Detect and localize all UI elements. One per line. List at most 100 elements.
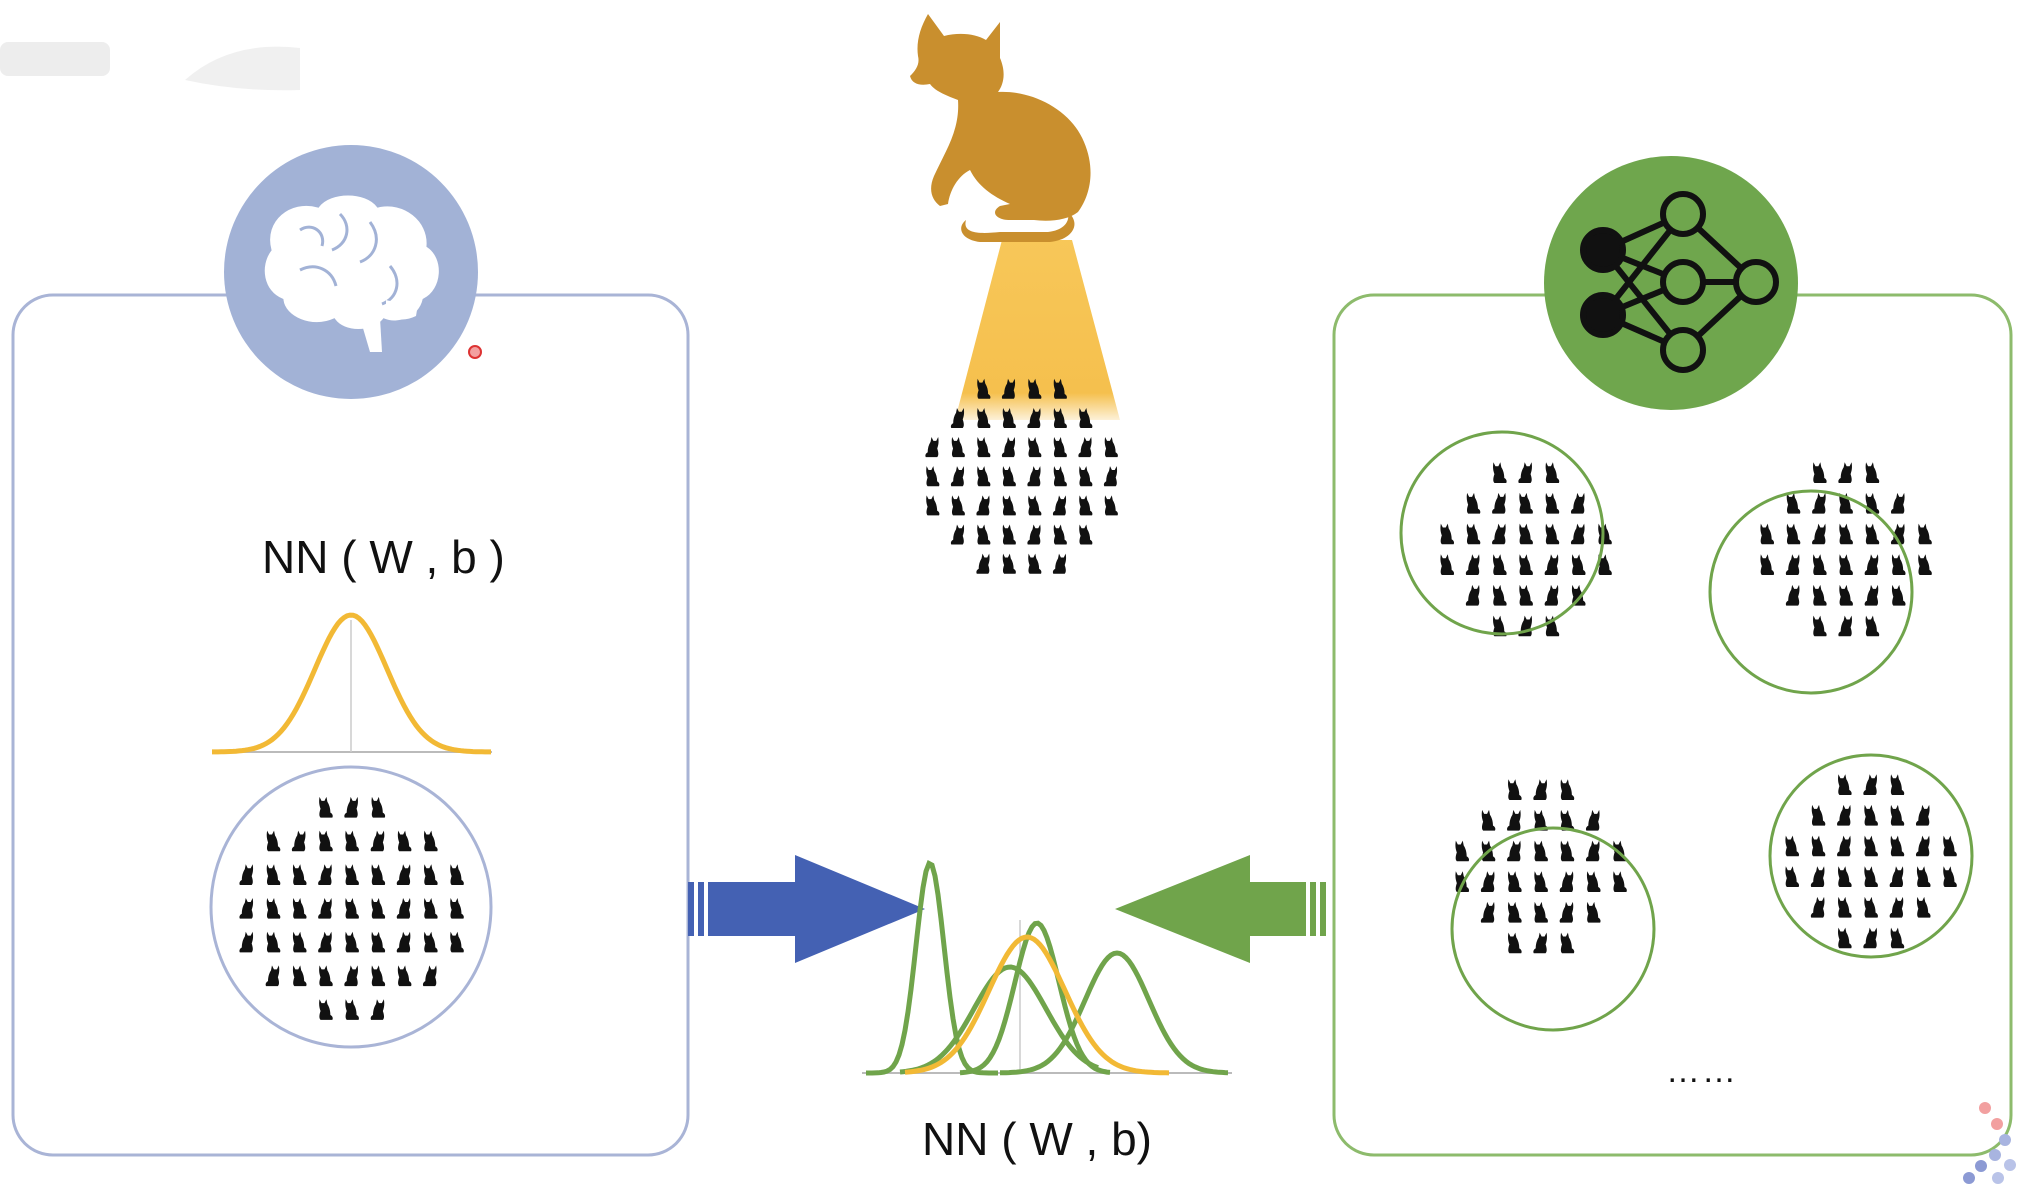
cat-silhouette-icon: [292, 864, 307, 885]
cat-silhouette-icon: [1465, 584, 1480, 606]
cat-silhouette-icon: [1811, 835, 1826, 857]
cat-silhouette-icon: [424, 830, 438, 852]
cat-silhouette-icon: [1864, 804, 1878, 826]
subset-circle-4: [1768, 753, 1974, 959]
green-arrow: [1115, 855, 1326, 963]
corner-logo-dots: [1963, 1102, 2016, 1184]
cat-silhouette-icon: [1440, 523, 1455, 545]
cat-silhouette-icon: [1838, 866, 1852, 887]
cat-silhouette-icon: [1534, 871, 1548, 892]
cat-silhouette-icon: [1533, 779, 1547, 800]
cat-silhouette-icon: [1889, 896, 1904, 918]
cat-silhouette-icon: [1079, 495, 1093, 516]
watermark-smudge: [0, 42, 300, 91]
cat-silhouette-icon: [371, 965, 386, 987]
cat-silhouette-icon: [1508, 779, 1522, 800]
cat-silhouette-icon: [1053, 466, 1067, 487]
cat-silhouette-icon: [1760, 554, 1775, 575]
cat-silhouette-icon: [1864, 835, 1878, 857]
cat-silhouette-icon: [1507, 840, 1521, 862]
cat-silhouette-icon: [1028, 495, 1042, 516]
subset-circle-3: [1450, 826, 1656, 1032]
cat-silhouette-icon: [265, 965, 280, 987]
cat-silhouette-icon: [424, 898, 438, 919]
cat-silhouette-icon: [344, 796, 358, 818]
cat-silhouette-icon: [1545, 523, 1560, 545]
right-panel-frame: [1332, 293, 2013, 1157]
cat-silhouette-icon: [1493, 462, 1507, 483]
cat-silhouette-icon: [1465, 554, 1480, 575]
cat-silhouette-icon: [1534, 901, 1548, 923]
cat-silhouette-icon: [1492, 523, 1506, 545]
cat-silhouette-icon: [1544, 554, 1559, 575]
more-subsets-ellipsis: ……: [1666, 1052, 1738, 1090]
cat-silhouette-icon: [266, 931, 281, 953]
cat-silhouette-icon: [371, 796, 386, 818]
blue-arrow: [688, 855, 925, 963]
cat-silhouette-icon: [318, 898, 332, 919]
cat-silhouette-icon: [1891, 584, 1906, 606]
cat-silhouette-icon: [318, 931, 332, 953]
cat-silhouette-icon: [1838, 896, 1852, 918]
cat-silhouette-icon: [1079, 466, 1093, 487]
cat-silhouette-icon: [397, 830, 412, 852]
cat-silhouette-icon: [371, 931, 386, 953]
cat-silhouette-icon: [950, 524, 965, 545]
cat-silhouette-icon: [1865, 523, 1880, 545]
cat-silhouette-icon: [1837, 804, 1851, 826]
cat-silhouette-icon: [926, 466, 940, 487]
cat-silhouette-icon: [1508, 901, 1522, 923]
cat-silhouette-icon: [266, 898, 281, 919]
cat-silhouette-icon: [292, 898, 307, 919]
cat-silhouette-icon: [422, 965, 437, 987]
cat-silhouette-icon: [1760, 523, 1775, 545]
cat-silhouette-icon: [1508, 932, 1522, 954]
cat-silhouette-icon: [1518, 462, 1532, 483]
cat-silhouette-icon: [926, 495, 940, 516]
cat-silhouette-icon: [450, 898, 464, 919]
cat-silhouette-icon: [318, 864, 332, 885]
cat-silhouette-icon: [1028, 553, 1042, 574]
cat-silhouette-icon: [371, 864, 386, 885]
cat-silhouette-icon: [1519, 492, 1533, 514]
neural-network-icon: [1580, 191, 1779, 373]
cat-silhouette-icon: [1103, 466, 1118, 487]
cat-silhouette-icon: [1811, 804, 1826, 826]
cat-silhouette-icon: [1890, 774, 1905, 795]
light-beam: [955, 240, 1120, 420]
cat-silhouette-icon: [450, 864, 464, 885]
cat-silhouette-icon: [1002, 553, 1016, 574]
cat-silhouette-icon: [1785, 866, 1800, 887]
cat-silhouette-icon: [1533, 932, 1547, 954]
cat-silhouette-icon: [1839, 584, 1853, 606]
cat-silhouette-icon: [424, 931, 438, 953]
cat-silhouette-icon: [1560, 779, 1575, 800]
cat-silhouette-icon: [1810, 866, 1825, 887]
cat-silhouette-icon: [266, 830, 281, 852]
cat-silhouette-icon: [1028, 437, 1042, 458]
cat-silhouette-icon: [1480, 901, 1495, 923]
cat-silhouette-icon: [1480, 871, 1495, 892]
left-cat-dataset: [239, 796, 464, 1020]
cat-silhouette-icon: [450, 931, 464, 953]
cat-silhouette-icon: [397, 965, 412, 987]
cat-silhouette-icon: [1915, 804, 1930, 826]
cat-silhouette-icon: [1863, 774, 1877, 795]
cat-silhouette-icon: [1863, 927, 1877, 949]
cat-silhouette-icon: [1915, 835, 1930, 857]
cat-silhouette-icon: [424, 864, 438, 885]
cat-silhouette-icon: [345, 830, 359, 852]
cat-silhouette-icon: [345, 898, 359, 919]
cat-silhouette-icon: [1545, 492, 1560, 514]
cat-silhouette-icon: [1027, 466, 1041, 487]
cat-silhouette-icon: [1864, 866, 1878, 887]
cat-silhouette-icon: [1559, 871, 1574, 892]
cat-silhouette-icon: [1053, 437, 1067, 458]
cat-silhouette-icon: [371, 898, 386, 919]
cat-silhouette-icon: [319, 796, 333, 818]
left-formula-label: NN ( W , b ): [262, 531, 505, 583]
cat-silhouette-icon: [1570, 523, 1585, 545]
cat-silhouette-icon: [1865, 615, 1880, 637]
cat-silhouette-icon: [1455, 840, 1470, 862]
cat-silhouette-icon: [1890, 927, 1905, 949]
